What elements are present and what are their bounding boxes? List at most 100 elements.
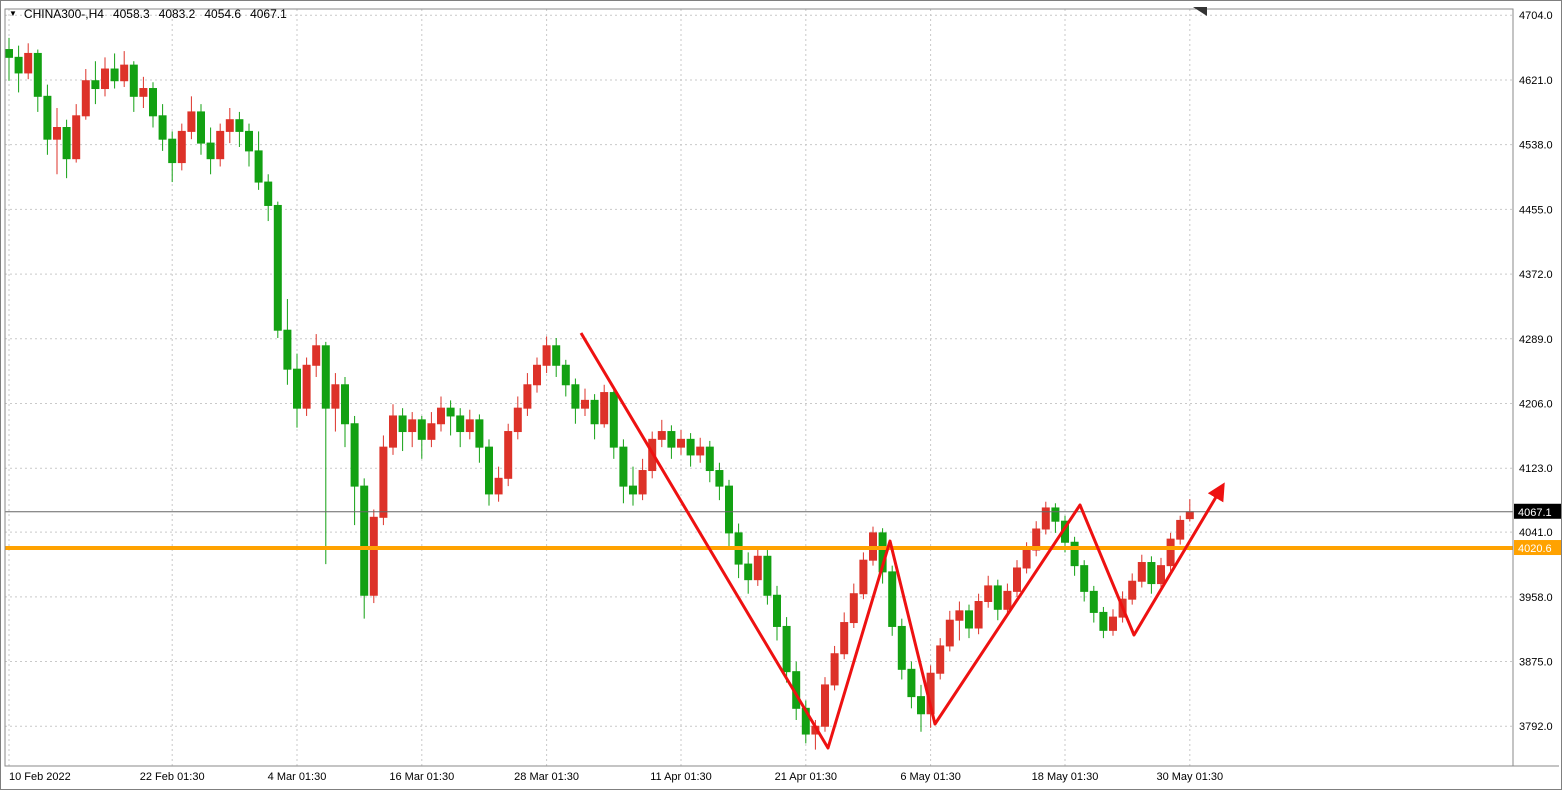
time-tick-label: 21 Apr 01:30 bbox=[775, 771, 837, 783]
time-tick-label: 16 Mar 01:30 bbox=[389, 771, 454, 783]
candle-body bbox=[782, 625, 791, 673]
candle-body bbox=[254, 150, 263, 183]
price-axis[interactable]: 4704.0 4621.0 4538.0 4455.0 4372.0 4289.0 4206… bbox=[1514, 10, 1561, 733]
candle-body bbox=[917, 696, 925, 715]
candle-body bbox=[859, 559, 868, 595]
candle-body bbox=[53, 127, 61, 140]
candle-body bbox=[1041, 507, 1050, 530]
candle-body bbox=[350, 423, 359, 487]
chart-shift-marker[interactable] bbox=[1193, 7, 1207, 16]
candle-body bbox=[24, 52, 33, 74]
candle-body bbox=[81, 80, 90, 117]
candle-body bbox=[725, 485, 733, 534]
hline-price-badge bbox=[1514, 540, 1561, 556]
time-tick-label: 18 May 01:30 bbox=[1032, 771, 1099, 783]
candle-body bbox=[590, 399, 599, 425]
candle-body bbox=[149, 88, 157, 117]
candle-body bbox=[72, 115, 81, 160]
candle-body bbox=[1089, 590, 1098, 613]
candle-body bbox=[715, 470, 724, 487]
candle-body bbox=[139, 88, 148, 97]
candle-body bbox=[1166, 538, 1175, 567]
candles bbox=[5, 37, 1194, 750]
candle-body bbox=[581, 399, 589, 409]
candle-body bbox=[1128, 580, 1137, 600]
candle-body bbox=[302, 364, 311, 409]
candle-body bbox=[283, 329, 292, 370]
candle-body bbox=[446, 407, 455, 417]
candle-body bbox=[312, 345, 321, 366]
candle-body bbox=[485, 446, 493, 495]
candle-body bbox=[763, 555, 772, 596]
candle-body bbox=[264, 181, 273, 206]
candle-body bbox=[235, 119, 244, 132]
candle-body bbox=[1185, 511, 1194, 520]
candle-body bbox=[840, 622, 849, 655]
candle-body bbox=[437, 407, 445, 425]
candle-body bbox=[600, 392, 609, 425]
candle-body bbox=[331, 384, 340, 409]
candle-body bbox=[638, 470, 647, 495]
candle-body bbox=[1137, 562, 1146, 582]
hline-price-badge-label: 4020.6 bbox=[1518, 543, 1552, 555]
candle-body bbox=[129, 64, 138, 97]
candle-body bbox=[1109, 616, 1117, 631]
time-tick-label: 11 Apr 01:30 bbox=[650, 771, 712, 783]
candle-body bbox=[273, 204, 282, 331]
candle-body bbox=[389, 415, 397, 448]
ohlc-open: 4058.3 bbox=[112, 7, 150, 21]
candle-body bbox=[398, 415, 407, 433]
candle-body bbox=[513, 407, 522, 433]
candle-body bbox=[475, 419, 484, 448]
candle-body bbox=[696, 446, 705, 456]
candle-body bbox=[101, 68, 109, 90]
candle-body bbox=[955, 610, 964, 621]
candle-body bbox=[369, 516, 378, 596]
candle-body bbox=[1099, 611, 1108, 631]
candle-body bbox=[993, 585, 1002, 610]
candle-body bbox=[1176, 519, 1185, 540]
candle-body bbox=[245, 130, 253, 152]
time-tick-label: 10 Feb 2022 bbox=[9, 771, 71, 783]
plot-border bbox=[4, 8, 1514, 767]
candle-body bbox=[33, 52, 42, 97]
candle-body bbox=[91, 80, 100, 90]
candle-body bbox=[629, 485, 637, 495]
candle-body bbox=[408, 419, 417, 433]
candle-body bbox=[120, 64, 129, 82]
candle-body bbox=[1051, 507, 1060, 522]
price-tick-label: 3958.0 bbox=[1519, 592, 1553, 604]
candle-body bbox=[1080, 565, 1089, 592]
candle-body bbox=[821, 684, 829, 727]
trend-arrow[interactable] bbox=[579, 332, 1225, 750]
candle-body bbox=[897, 625, 906, 670]
candle-body bbox=[984, 585, 993, 603]
price-tick-label: 4538.0 bbox=[1519, 140, 1553, 152]
candle-body bbox=[1032, 528, 1041, 551]
candle-body bbox=[504, 431, 513, 479]
candle-body bbox=[341, 384, 349, 425]
candle-body bbox=[657, 431, 666, 440]
price-tick-label: 4041.0 bbox=[1519, 527, 1553, 539]
candle-body bbox=[753, 555, 762, 581]
time-axis[interactable]: 10 Feb 2022 22 Feb 01:30 4 Mar 01:30 16 Mar… bbox=[9, 771, 1223, 783]
candle-body bbox=[456, 415, 465, 433]
candle-body bbox=[427, 423, 436, 440]
candle-body bbox=[533, 364, 541, 386]
candle-body bbox=[494, 477, 503, 495]
candle-body bbox=[619, 446, 628, 487]
candle-body bbox=[321, 345, 330, 409]
candle-body bbox=[705, 446, 714, 472]
candle-body bbox=[5, 49, 13, 58]
symbol-list-icon[interactable]: ▼ bbox=[9, 9, 17, 18]
candle-body bbox=[187, 111, 196, 132]
candle-body bbox=[609, 392, 618, 448]
candle-body bbox=[14, 56, 23, 74]
candle-body bbox=[293, 368, 301, 409]
price-tick-label: 3875.0 bbox=[1519, 657, 1553, 669]
chart-ohlc-header: ▼ CHINA300-,H4 4058.3 4083.2 4054.6 4067… bbox=[9, 7, 287, 21]
candle-body bbox=[360, 485, 369, 596]
time-tick-label: 4 Mar 01:30 bbox=[268, 771, 327, 783]
ohlc-high: 4083.2 bbox=[158, 7, 196, 21]
